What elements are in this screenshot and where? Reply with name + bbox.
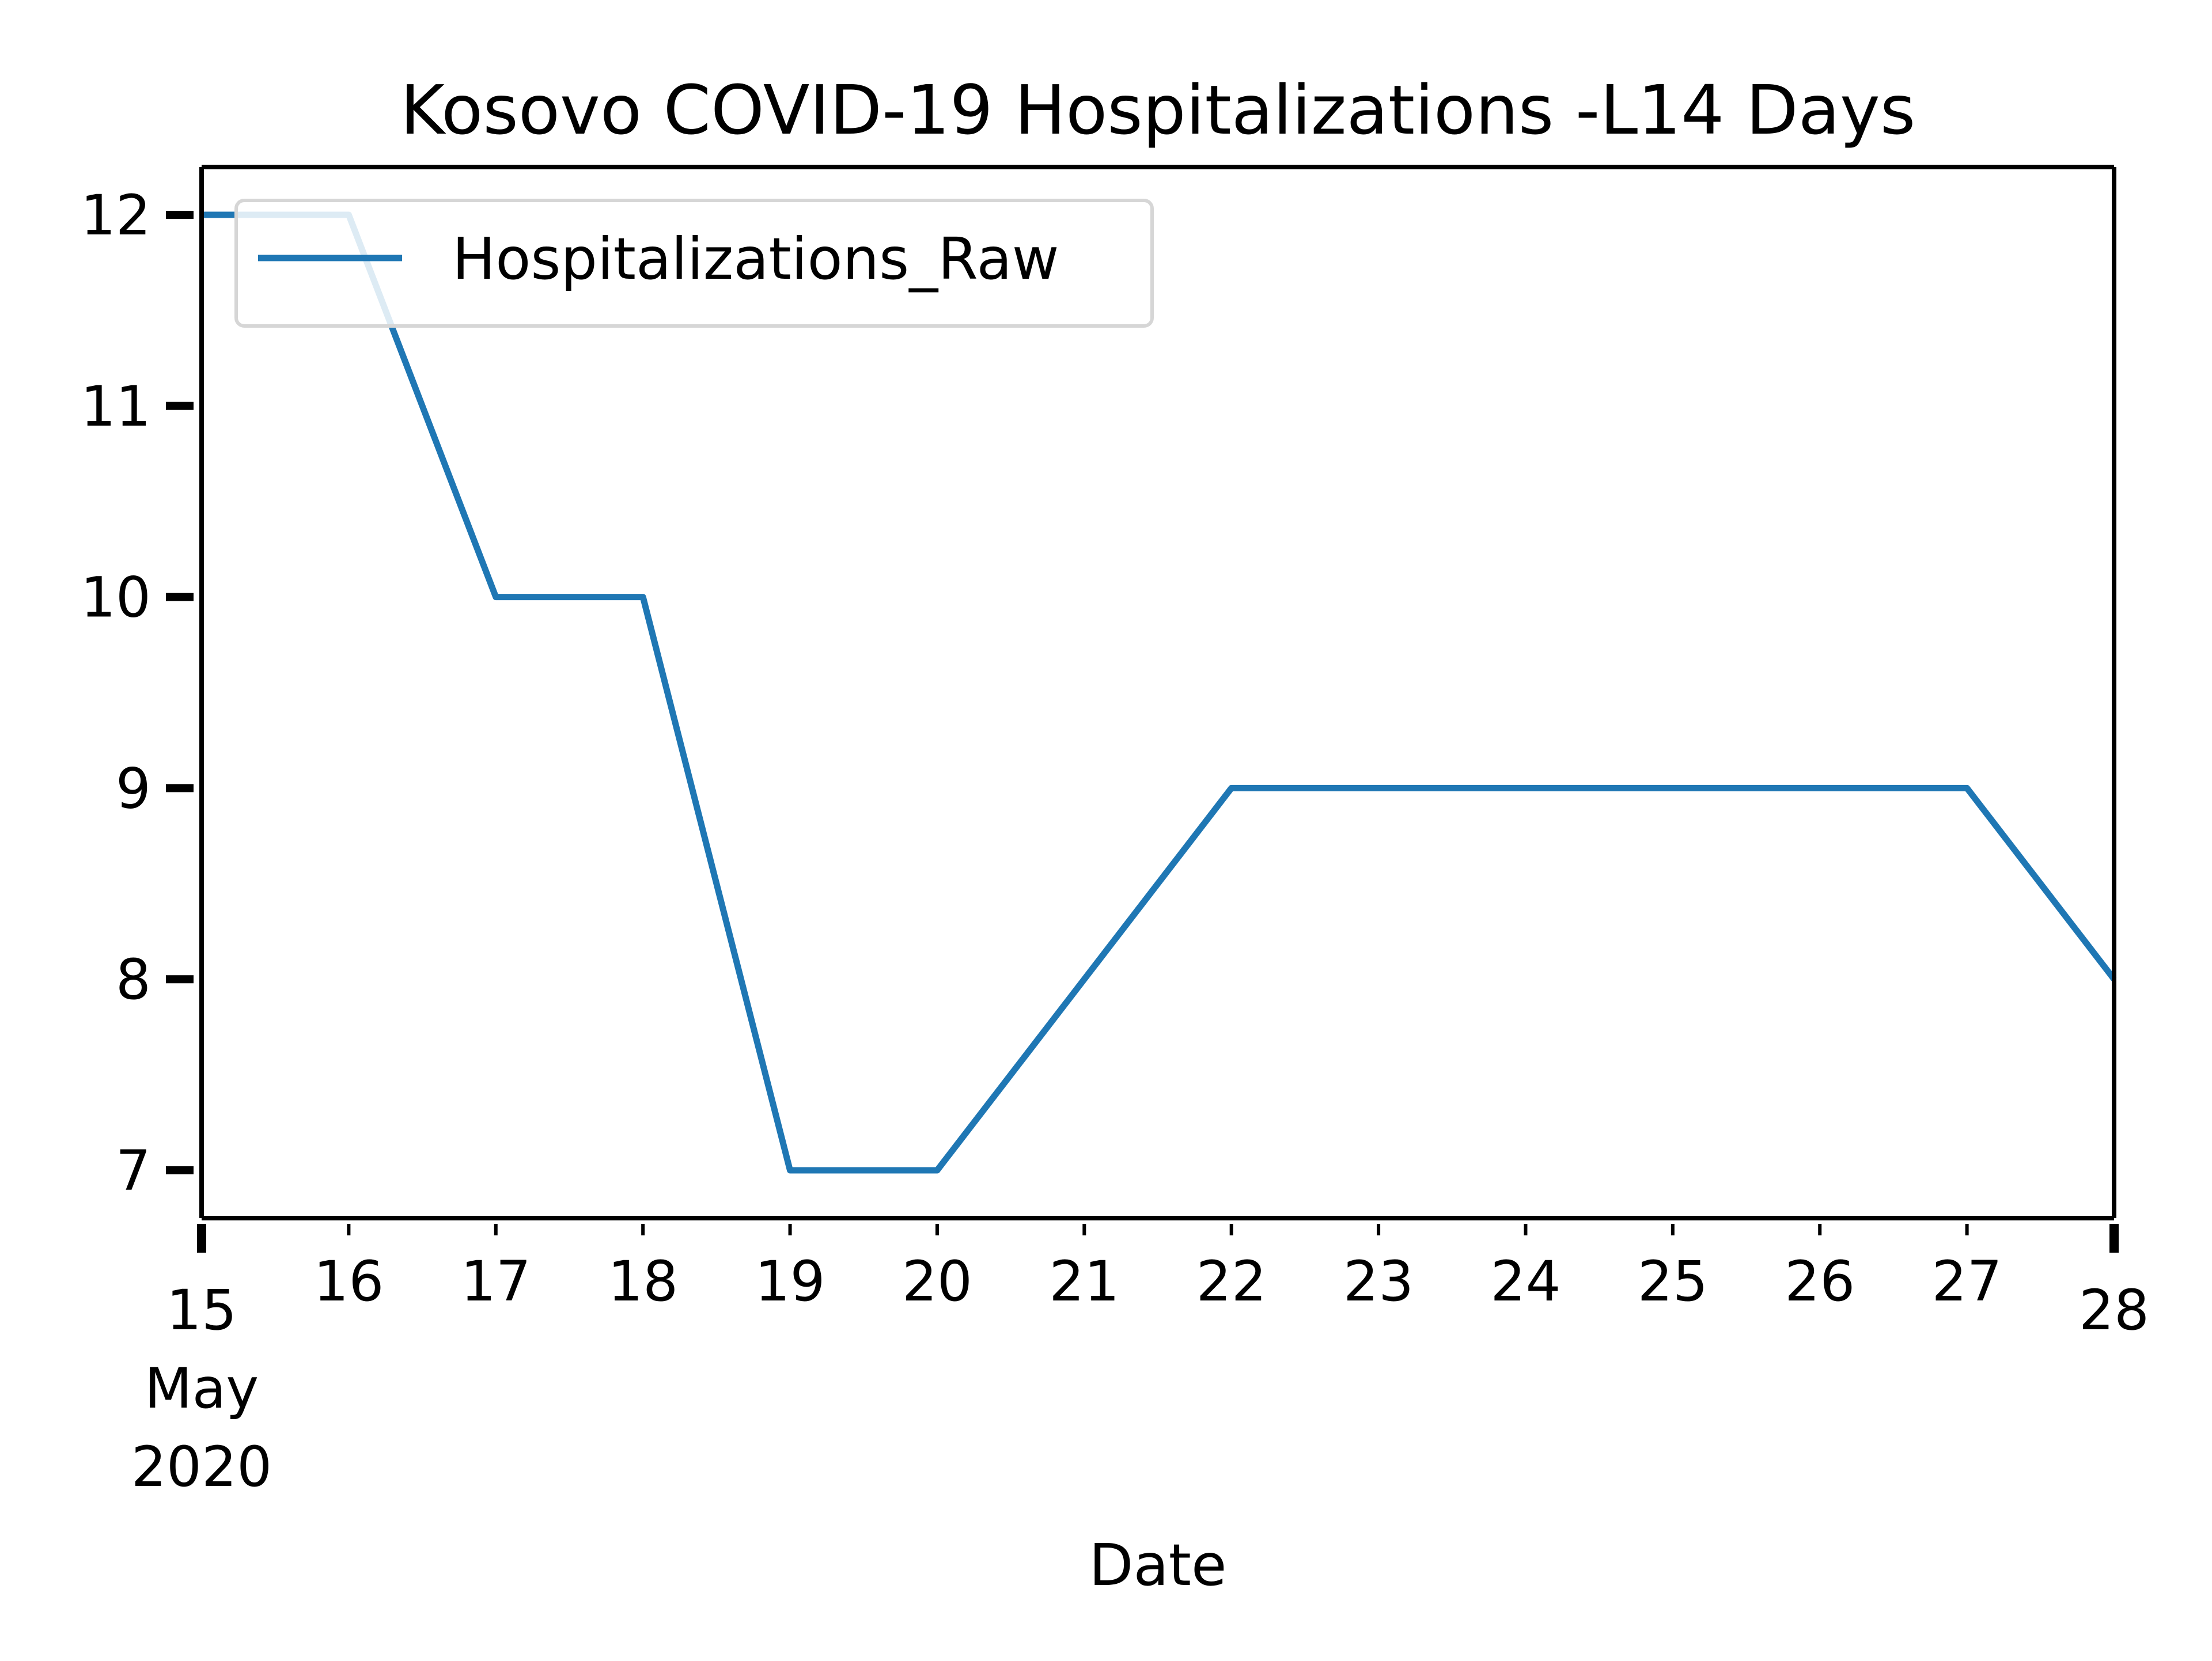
y-tick-label: 11 — [81, 374, 151, 439]
x-tick-label: 16 — [313, 1249, 384, 1314]
y-tick-label: 7 — [116, 1139, 151, 1203]
x-tick-label: 23 — [1343, 1249, 1414, 1314]
x-tick-label: 27 — [1932, 1249, 2002, 1314]
chart-title: Kosovo COVID-19 Hospitalizations -L14 Da… — [400, 70, 1916, 150]
x-tick-label: 2020 — [131, 1435, 272, 1499]
y-tick-label: 10 — [81, 566, 151, 630]
y-tick-label: 9 — [116, 756, 151, 821]
x-tick-label: 18 — [608, 1249, 678, 1314]
plot-area — [202, 211, 2117, 1174]
x-tick-label: 22 — [1196, 1249, 1267, 1314]
legend-box — [234, 199, 1154, 328]
x-tick-label: 17 — [461, 1249, 531, 1314]
x-tick-label: 26 — [1785, 1249, 1855, 1314]
axes: 7 8 9 10 11 12 15 May 2020 16 17 18 19 20 21 22 23 24 25 26… — [81, 165, 2149, 1499]
x-tick-label: May — [145, 1356, 259, 1421]
x-tick-label: 28 — [2079, 1278, 2149, 1343]
series-line-1 — [202, 211, 2117, 1174]
x-tick-label: 15 — [166, 1278, 237, 1343]
x-tick-label: 19 — [755, 1249, 825, 1314]
y-tick-label: 12 — [81, 183, 151, 248]
legend: Hospitalizations_Raw — [234, 199, 1154, 328]
x-tick-label: 20 — [902, 1249, 972, 1314]
x-tick-label: 24 — [1490, 1249, 1560, 1314]
legend-label: Hospitalizations_Raw — [452, 225, 1059, 293]
x-tick-label: 21 — [1049, 1249, 1119, 1314]
y-tick-label: 8 — [116, 947, 151, 1012]
x-axis-label: Date — [1089, 1531, 1226, 1599]
x-tick-label: 25 — [1638, 1249, 1708, 1314]
